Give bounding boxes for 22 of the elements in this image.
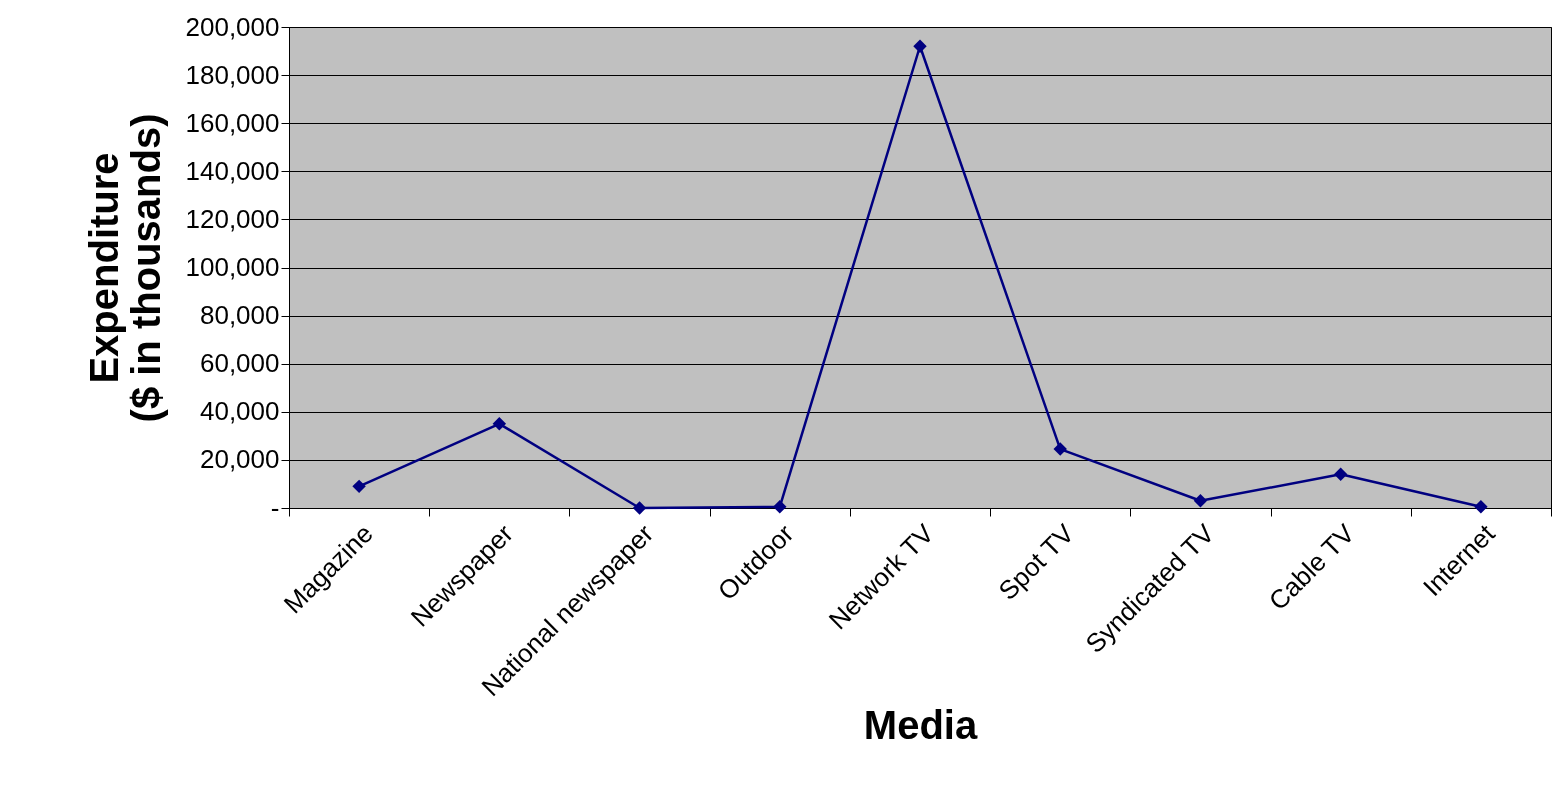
point	[1474, 500, 1488, 514]
y-tick-label: 200,000	[185, 11, 280, 42]
y-tick-label: 60,000	[199, 348, 280, 379]
y-axis-title: Expenditure ($ in thousands)	[81, 113, 168, 423]
y-tick-label: 180,000	[185, 59, 280, 90]
y-tick-label: 80,000	[199, 300, 280, 331]
point	[913, 39, 927, 53]
y-tick-label: 140,000	[185, 155, 280, 186]
y-tick-label: 20,000	[199, 444, 280, 475]
point	[352, 479, 366, 494]
y-tick-label: 40,000	[199, 396, 280, 427]
point	[1333, 467, 1348, 482]
point	[632, 501, 647, 515]
y-tick-label: 160,000	[185, 107, 280, 138]
y-tick-label: 120,000	[185, 203, 280, 234]
point	[1053, 442, 1067, 456]
x-axis-title: Media	[863, 703, 978, 748]
point	[492, 417, 507, 431]
y-tick-label: -	[270, 492, 280, 523]
point	[773, 500, 787, 514]
point	[1193, 494, 1208, 508]
y-tick-label: 100,000	[185, 252, 280, 282]
